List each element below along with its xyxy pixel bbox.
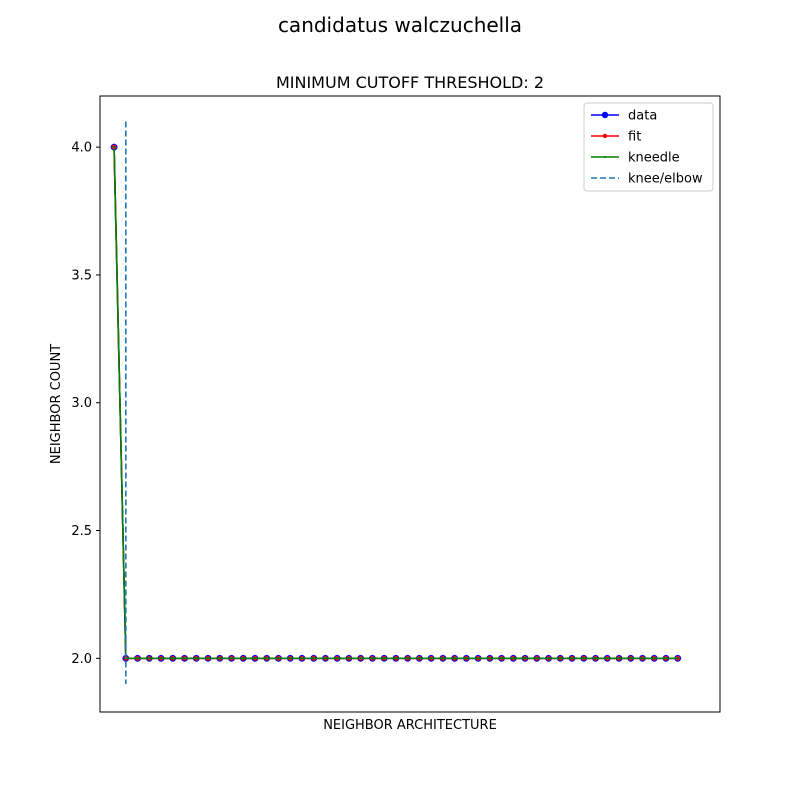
point-kneedle [441,657,445,660]
point-kneedle [206,657,210,660]
point-kneedle [371,657,374,660]
point-kneedle [195,657,198,660]
point-kneedle [359,657,362,660]
point-kneedle [641,657,644,660]
point-kneedle [253,657,257,660]
point-kneedle [265,657,268,660]
point-kneedle [112,145,116,149]
point-kneedle [500,657,503,660]
y-tick-label: 3.0 [71,396,92,411]
legend-box [583,102,714,192]
point-kneedle [288,657,292,660]
point-kneedle [312,657,315,660]
plot-frame [99,95,721,713]
point-kneedle [535,657,539,660]
point-kneedle [277,657,280,660]
point-kneedle [652,657,656,660]
legend-label-fit: fit [628,130,641,145]
point-kneedle [382,657,386,660]
point-kneedle [594,657,597,660]
chart-title: MINIMUM CUTOFF THRESHOLD: 2 [276,73,544,92]
point-kneedle [148,657,151,660]
y-axis-label: NEIGHBOR COUNT [49,344,64,464]
legend: data fit kneedle knee/elbow [583,102,714,192]
point-kneedle [488,657,492,660]
point-kneedle [406,657,409,660]
point-kneedle [547,657,550,660]
point-kneedle [218,657,222,660]
point-kneedle [324,657,327,660]
plot-area [110,121,682,684]
point-kneedle [617,657,621,660]
point-kneedle [676,657,679,660]
y-tick-label: 2.5 [71,524,92,539]
point-kneedle [394,657,398,660]
point-kneedle [664,657,668,660]
point-kneedle [629,657,633,660]
point-kneedle [523,657,527,660]
chart-suptitle: candidatus walczuchella [278,13,522,37]
point-kneedle [582,657,586,660]
point-kneedle [606,657,609,660]
y-tick-label: 4.0 [71,141,92,156]
series-line-data [113,147,678,660]
point-kneedle [512,657,515,660]
point-kneedle [183,657,186,660]
point-kneedle [300,657,304,660]
point-kneedle [476,657,480,660]
point-kneedle [559,657,562,660]
y-axis: 2.0 2.5 3.0 3.5 4.0 [71,141,100,667]
x-axis-label: NEIGHBOR ARCHITECTURE [323,718,497,733]
point-kneedle [335,657,339,660]
legend-label-kneedle: kneedle [628,151,680,166]
legend-marker-kneedle [604,156,606,158]
point-kneedle [453,657,456,660]
point-kneedle [418,657,421,660]
point-kneedle [242,657,245,660]
point-kneedle [429,657,433,660]
legend-label-knee/elbow: knee/elbow [628,172,703,187]
point-kneedle [570,657,574,660]
legend-label-data: data [628,109,657,124]
y-tick-label: 3.5 [71,268,92,283]
point-kneedle [347,657,351,660]
series-line-kneedle [113,147,678,660]
point-kneedle [136,657,139,660]
point-kneedle [171,657,175,660]
point-kneedle [159,657,163,660]
y-tick-label: 2.0 [71,652,92,667]
legend-marker-data [601,111,609,119]
point-kneedle [230,657,233,660]
point-kneedle [465,657,468,660]
legend-marker-fit [602,133,608,139]
series-line-fit [113,147,678,660]
